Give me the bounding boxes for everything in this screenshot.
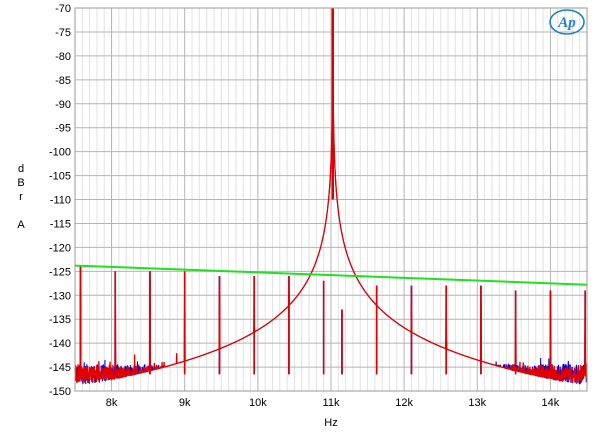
y-tick-label: -85 xyxy=(55,75,71,87)
y-tick-label: -135 xyxy=(49,314,71,326)
y-axis-title-line: d xyxy=(18,163,24,175)
y-axis-title-line: A xyxy=(17,219,25,231)
x-tick-label: 10k xyxy=(249,397,267,409)
spectrum-trace-red xyxy=(74,28,588,384)
y-tick-labels: -70 -75 -80 -85 -90 -95 -100 -105 -110 -115 -120 -1… xyxy=(49,3,71,398)
y-tick-label: -130 xyxy=(49,290,71,302)
plot-frame xyxy=(74,7,588,392)
y-axis-title-line: B xyxy=(17,177,24,189)
y-tick-label: -100 xyxy=(49,147,71,159)
y-tick-label: -105 xyxy=(49,171,71,183)
y-tick-label: -150 xyxy=(49,386,71,398)
ap-logo: Ap xyxy=(549,9,585,35)
reference-line-green xyxy=(74,264,588,286)
x-tick-labels: 8k 9k 10k 11k 12k 13k 14k xyxy=(106,397,560,409)
y-tick-label: -115 xyxy=(50,218,71,230)
y-tick-label: -90 xyxy=(55,99,71,111)
x-tick-label: 11k xyxy=(323,397,340,409)
x-tick-label: 9k xyxy=(179,397,191,409)
y-tick-label: -110 xyxy=(50,195,71,207)
y-tick-label: -70 xyxy=(55,3,71,15)
x-tick-label: 14k xyxy=(542,397,560,409)
series-layer xyxy=(74,8,588,385)
y-tick-label: -75 xyxy=(55,27,71,39)
y-axis-title-line: r xyxy=(19,191,23,203)
ap-logo-mark: Ap xyxy=(557,15,576,31)
grid-lines xyxy=(75,7,587,392)
x-tick-label: 13k xyxy=(468,397,486,409)
y-tick-label: -80 xyxy=(55,51,71,63)
y-axis-title: dBr A xyxy=(17,163,25,231)
y-tick-label: -95 xyxy=(55,123,71,135)
x-tick-label: 8k xyxy=(106,397,118,409)
y-tick-label: -125 xyxy=(49,266,71,278)
ap-logo-ring xyxy=(549,9,585,35)
x-axis-title: Hz xyxy=(324,417,337,429)
y-tick-label: -120 xyxy=(49,242,71,254)
y-tick-label: -145 xyxy=(49,362,71,374)
x-tick-label: 12k xyxy=(395,397,413,409)
y-tick-label: -140 xyxy=(49,338,71,350)
